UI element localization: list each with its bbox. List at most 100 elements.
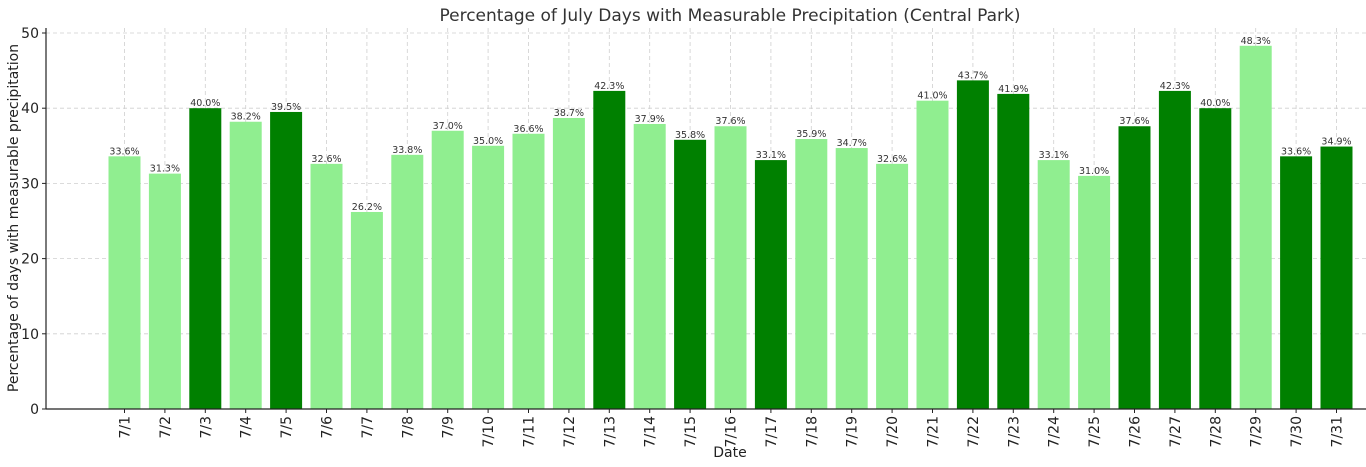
data-label: 34.9% <box>1321 137 1351 148</box>
data-label: 34.7% <box>837 138 867 149</box>
x-tick-label: 7/22 <box>966 416 982 447</box>
bar-7-5 <box>270 111 303 410</box>
bar-7-29 <box>1239 45 1272 410</box>
x-tick-label: 7/8 <box>400 416 416 439</box>
data-label: 35.0% <box>473 136 503 147</box>
x-tick-label: 7/12 <box>562 416 578 447</box>
x-axis-ticks: 7/1 7/2 7/3 7/4 7/5 7/6 7/7 7/8 7/9 7/10 7/11 7/12 7… <box>118 409 1346 447</box>
x-tick-label: 7/30 <box>1289 416 1305 447</box>
data-label: 42.3% <box>1160 81 1190 92</box>
bar-7-1 <box>108 156 141 409</box>
y-axis-ticks: 0 10 20 30 40 50 <box>21 26 46 418</box>
x-tick-label: 7/17 <box>764 416 780 447</box>
data-label: 32.6% <box>311 154 341 165</box>
data-label: 33.1% <box>756 150 786 161</box>
data-label: 48.3% <box>1241 36 1271 47</box>
y-axis-label: Percentage of days with measurable preci… <box>6 44 22 392</box>
data-label: 43.7% <box>958 70 988 81</box>
x-tick-label: 7/16 <box>724 416 740 448</box>
x-tick-label: 7/20 <box>885 416 901 447</box>
data-label: 33.6% <box>1281 146 1311 157</box>
bar-7-31 <box>1320 146 1353 409</box>
x-tick-label: 7/13 <box>602 416 618 447</box>
chart-title: Percentage of July Days with Measurable … <box>439 6 1020 26</box>
x-tick-label: 7/18 <box>804 416 820 447</box>
y-tick-label: 10 <box>21 327 39 343</box>
bar-7-18 <box>795 139 828 410</box>
x-tick-label: 7/25 <box>1087 416 1103 447</box>
data-label: 33.1% <box>1039 150 1069 161</box>
bar-7-8 <box>391 154 424 409</box>
bar-7-14 <box>633 123 666 409</box>
bar-7-28 <box>1199 108 1232 409</box>
data-label: 32.6% <box>877 154 907 165</box>
data-label: 31.0% <box>1079 166 1109 177</box>
x-tick-label: 7/24 <box>1047 416 1063 448</box>
data-label: 35.8% <box>675 130 705 141</box>
bar-7-12 <box>552 117 585 409</box>
data-label: 40.0% <box>1200 98 1230 109</box>
y-tick-label: 40 <box>21 101 39 117</box>
bars <box>108 45 1353 410</box>
x-tick-label: 7/23 <box>1006 416 1022 447</box>
bar-7-9 <box>431 130 464 409</box>
bar-7-3 <box>189 108 222 409</box>
data-label: 31.3% <box>150 164 180 175</box>
x-tick-label: 7/1 <box>118 416 134 439</box>
data-label: 41.9% <box>998 84 1028 95</box>
x-tick-label: 7/27 <box>1168 416 1184 447</box>
data-label: 37.0% <box>433 121 463 132</box>
x-tick-label: 7/7 <box>360 416 376 439</box>
x-tick-label: 7/31 <box>1330 416 1346 447</box>
bar-7-6 <box>310 163 343 409</box>
data-label: 42.3% <box>594 81 624 92</box>
x-tick-label: 7/15 <box>683 416 699 447</box>
bar-7-10 <box>472 145 505 410</box>
y-tick-label: 50 <box>21 26 39 42</box>
bar-7-19 <box>835 148 868 409</box>
bar-7-26 <box>1118 126 1151 410</box>
bar-7-2 <box>148 173 181 409</box>
bar-7-27 <box>1158 90 1191 410</box>
x-tick-label: 7/6 <box>320 416 336 439</box>
bar-7-4 <box>229 121 262 410</box>
data-label: 26.2% <box>352 202 382 213</box>
x-tick-label: 7/11 <box>522 416 538 447</box>
bar-7-25 <box>1078 175 1111 409</box>
data-label: 37.9% <box>635 114 665 125</box>
x-tick-label: 7/14 <box>643 416 659 448</box>
bar-7-22 <box>956 80 989 409</box>
x-tick-label: 7/19 <box>845 416 861 447</box>
data-label: 38.7% <box>554 108 584 119</box>
data-label: 36.6% <box>513 124 543 135</box>
bar-7-13 <box>593 90 626 410</box>
data-label: 39.5% <box>271 102 301 113</box>
bar-7-23 <box>997 93 1030 410</box>
bar-7-17 <box>754 160 787 409</box>
x-tick-label: 7/29 <box>1249 416 1265 447</box>
bar-7-15 <box>674 139 707 409</box>
data-label: 33.6% <box>109 146 139 157</box>
x-tick-label: 7/5 <box>279 416 295 439</box>
y-tick-label: 20 <box>21 252 39 268</box>
bar-7-7 <box>350 211 383 409</box>
y-tick-label: 0 <box>30 402 39 418</box>
x-tick-label: 7/28 <box>1208 416 1224 447</box>
bar-7-20 <box>876 163 909 409</box>
bar-7-16 <box>714 126 747 410</box>
data-label: 33.8% <box>392 145 422 156</box>
y-tick-label: 30 <box>21 176 39 192</box>
bar-7-30 <box>1280 156 1313 409</box>
x-tick-label: 7/21 <box>926 416 942 447</box>
x-tick-label: 7/9 <box>441 416 457 439</box>
data-label: 38.2% <box>231 112 261 123</box>
x-tick-label: 7/26 <box>1128 416 1144 448</box>
data-label: 37.6% <box>1119 116 1149 127</box>
x-tick-label: 7/10 <box>481 416 497 447</box>
data-label: 41.0% <box>917 91 947 102</box>
x-tick-label: 7/4 <box>239 416 255 439</box>
x-tick-label: 7/3 <box>198 416 214 439</box>
bar-7-11 <box>512 133 545 409</box>
data-label: 35.9% <box>796 129 826 140</box>
